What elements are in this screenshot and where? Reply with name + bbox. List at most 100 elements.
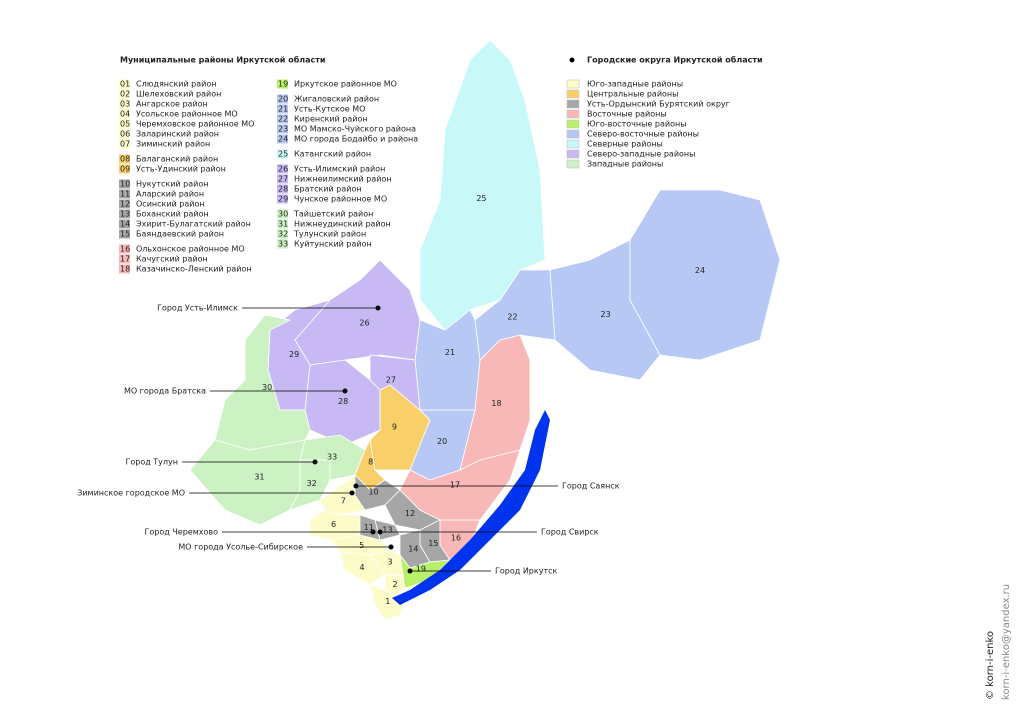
district-name: Шелеховский район: [136, 90, 221, 99]
group-swatch: [566, 159, 580, 169]
district-number: 9: [392, 422, 397, 431]
code-swatch: [119, 164, 130, 174]
group-name: Восточные районы: [587, 110, 667, 119]
district-name: Тулунский район: [293, 230, 366, 239]
district-number: 25: [476, 194, 486, 203]
district-code: 27: [278, 175, 288, 184]
code-swatch: [277, 149, 288, 159]
district-number: 29: [289, 350, 299, 359]
district-name: Братский район: [294, 185, 362, 194]
district: [299, 434, 366, 481]
district-name: Катангский район: [294, 150, 371, 159]
district-code: 14: [120, 220, 130, 229]
district-name: Казачинско-Ленский район: [136, 265, 252, 274]
code-swatch: [277, 194, 288, 204]
code-swatch: [119, 209, 130, 219]
code-swatch: [277, 184, 288, 194]
district-name: Усольское районное МО: [136, 110, 238, 119]
city-label: Город Свирск: [541, 528, 599, 537]
city-dot: [370, 529, 376, 535]
group-swatch: [566, 149, 580, 159]
district: [409, 409, 476, 481]
city-dot: [342, 388, 348, 394]
district-code: 33: [278, 240, 288, 249]
group-name: Юго-восточные районы: [587, 120, 687, 129]
district-code: 21: [278, 105, 288, 114]
district-number: 5: [359, 541, 364, 550]
district-name: Баяндаевский район: [136, 230, 224, 239]
district-number: 17: [450, 481, 460, 490]
district-number: 15: [428, 539, 438, 548]
district-name: МО Мамско-Чуйского района: [294, 125, 416, 134]
district-number: 26: [359, 319, 369, 328]
code-swatch: [277, 229, 288, 239]
district-code: 03: [120, 100, 130, 109]
credit-email: korn-i-enko@yandex.ru: [1001, 584, 1012, 700]
district: [189, 439, 306, 526]
district: [419, 39, 546, 331]
code-swatch: [119, 179, 130, 189]
city-label: Зиминское городское МО: [77, 489, 185, 498]
district-number: 22: [507, 312, 517, 321]
district-name: Чунское районное МО: [294, 195, 387, 204]
district-name: МО города Бодайбо и района: [294, 135, 418, 144]
city-label: Город Тулун: [125, 458, 178, 467]
code-swatch: [277, 114, 288, 124]
group-swatch: [566, 99, 580, 109]
district-number: 11: [364, 523, 374, 532]
district-code: 04: [120, 110, 130, 119]
district-code: 28: [278, 185, 288, 194]
code-swatch: [119, 129, 130, 139]
district-code: 17: [120, 255, 130, 264]
district-code: 08: [120, 155, 130, 164]
code-swatch: [119, 79, 130, 89]
code-swatch: [119, 264, 130, 274]
city-dot: [353, 483, 359, 489]
district-code: 31: [278, 220, 288, 229]
district-number: 24: [695, 266, 705, 275]
district-number: 14: [408, 545, 418, 554]
district-name: Усть-Кутское МО: [294, 105, 365, 114]
code-swatch: [277, 209, 288, 219]
group-swatch: [566, 129, 580, 139]
district-code: 10: [120, 180, 130, 189]
group-name: Юго-западные районы: [587, 80, 683, 89]
city-dot: [312, 459, 318, 465]
district-code: 02: [120, 90, 130, 99]
group-name: Северо-восточные районы: [587, 130, 699, 139]
code-swatch: [277, 94, 288, 104]
district-name: Тайшетский район: [293, 210, 373, 219]
city-dot: [407, 568, 413, 574]
code-swatch: [277, 219, 288, 229]
district-number: 31: [254, 473, 264, 482]
district-code: 23: [278, 125, 288, 134]
district-name: Ангарское район: [136, 100, 208, 109]
district-number: 12: [405, 509, 415, 518]
district-name: Эхирит-Булагатский район: [136, 220, 251, 229]
district-number: 6: [331, 520, 336, 529]
district-code: 13: [120, 210, 130, 219]
group-swatch: [566, 89, 580, 99]
code-swatch: [119, 89, 130, 99]
code-swatch: [119, 189, 130, 199]
district-name: Балаганский район: [136, 155, 218, 164]
code-swatch: [277, 104, 288, 114]
lake-baikal: [392, 410, 550, 605]
code-swatch: [277, 124, 288, 134]
group-swatch: [566, 139, 580, 149]
group-name: Северные районы: [587, 140, 663, 149]
city-legend-title: Городские округа Иркутской области: [587, 55, 763, 65]
group-name: Усть-Ордынский Бурятский округ: [587, 100, 730, 109]
code-swatch: [119, 139, 130, 149]
district: [214, 314, 311, 451]
district-code: 15: [120, 230, 130, 239]
district-name: Нукутский район: [136, 180, 208, 189]
district-code: 07: [120, 140, 130, 149]
district: [474, 269, 556, 361]
district-name: Осинский район: [136, 200, 205, 209]
district-code: 26: [278, 165, 288, 174]
group-name: Западные районы: [587, 160, 663, 169]
district-name: Усть-Удинский район: [136, 165, 226, 174]
district-number: 19: [416, 564, 426, 573]
